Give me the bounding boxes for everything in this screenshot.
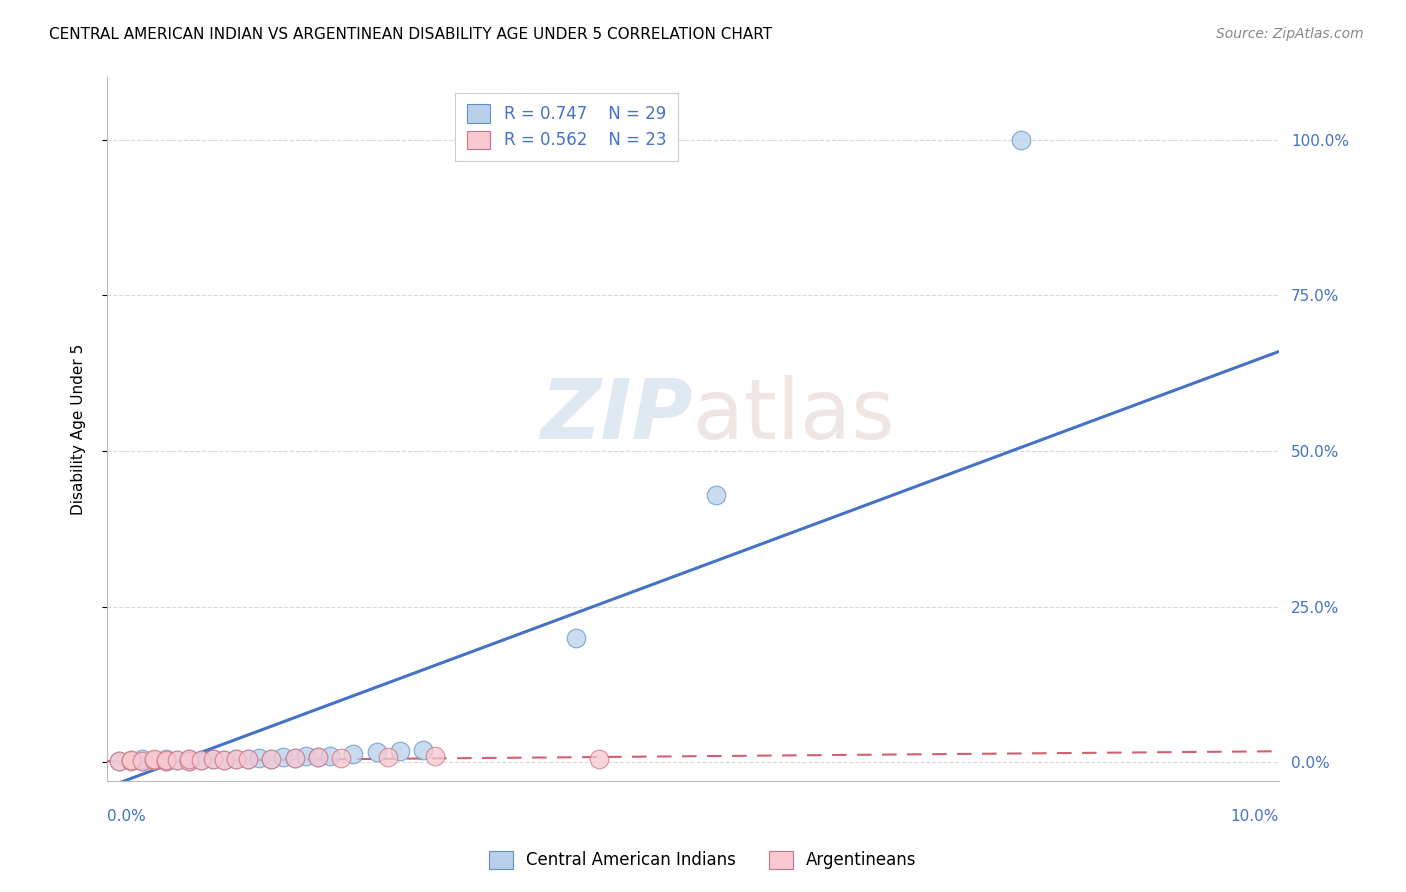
Point (179, 754, 201, 768)
Point (249, 751, 271, 765)
Point (142, 753, 165, 767)
Point (412, 743, 434, 757)
Point (131, 754, 153, 768)
Point (236, 752, 259, 766)
Point (260, 752, 283, 766)
Point (307, 749, 329, 764)
Point (271, 750, 294, 764)
Text: Source: ZipAtlas.com: Source: ZipAtlas.com (1216, 27, 1364, 41)
Point (166, 753, 188, 767)
Point (107, 754, 129, 768)
Point (155, 754, 177, 768)
Point (201, 752, 224, 766)
Point (284, 751, 307, 765)
Point (225, 752, 247, 766)
Text: 10.0%: 10.0% (1230, 809, 1279, 824)
Point (319, 748, 342, 763)
Point (389, 744, 412, 758)
Text: atlas: atlas (693, 375, 894, 456)
Point (142, 753, 165, 767)
Point (190, 753, 212, 767)
Point (1010, 133, 1032, 147)
Point (179, 752, 201, 766)
Point (155, 754, 177, 768)
Point (142, 752, 165, 766)
Point (155, 753, 177, 767)
Point (565, 631, 588, 645)
Point (377, 749, 399, 764)
Y-axis label: Disability Age Under 5: Disability Age Under 5 (72, 343, 86, 515)
Point (131, 754, 153, 768)
Point (236, 752, 259, 766)
Point (706, 488, 728, 502)
Point (179, 754, 201, 768)
Point (284, 751, 307, 765)
Point (190, 753, 212, 767)
Text: ZIP: ZIP (540, 375, 693, 456)
Point (295, 749, 318, 764)
Point (330, 751, 353, 765)
Point (425, 749, 447, 764)
Point (131, 752, 153, 766)
Point (120, 754, 142, 768)
Legend: Central American Indians, Argentineans: Central American Indians, Argentineans (479, 840, 927, 880)
Point (179, 752, 201, 766)
Text: 0.0%: 0.0% (107, 809, 146, 824)
Point (214, 753, 236, 767)
Point (342, 747, 364, 762)
Point (366, 746, 388, 760)
Point (201, 752, 224, 766)
Point (120, 753, 142, 767)
Point (260, 752, 283, 766)
Point (225, 752, 247, 766)
Point (588, 752, 610, 766)
Legend: R = 0.747    N = 29, R = 0.562    N = 23: R = 0.747 N = 29, R = 0.562 N = 23 (456, 93, 678, 161)
Point (214, 753, 236, 767)
Point (120, 753, 142, 767)
Point (166, 753, 188, 767)
Point (155, 752, 177, 766)
Point (107, 754, 129, 768)
Point (307, 750, 329, 764)
Text: CENTRAL AMERICAN INDIAN VS ARGENTINEAN DISABILITY AGE UNDER 5 CORRELATION CHART: CENTRAL AMERICAN INDIAN VS ARGENTINEAN D… (49, 27, 772, 42)
